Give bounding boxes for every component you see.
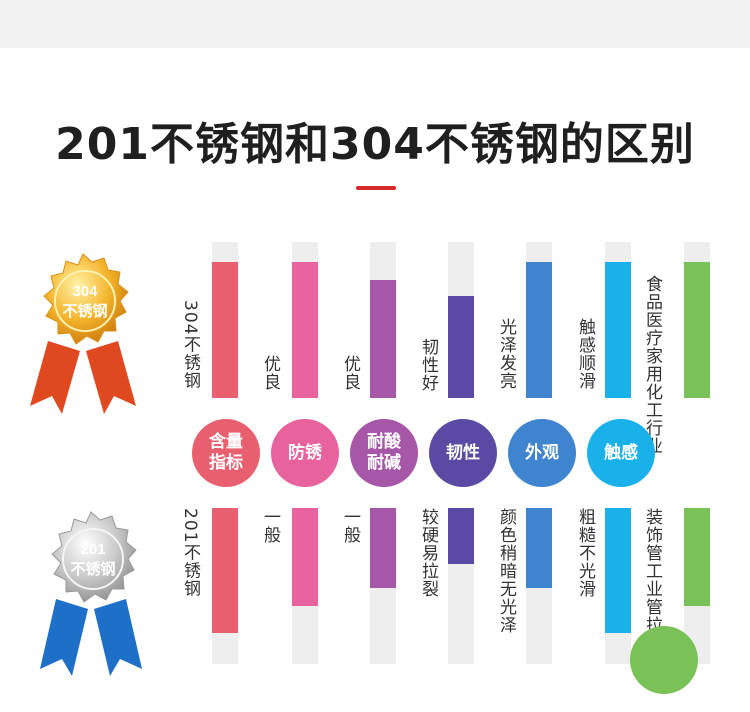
col7-top-fill (684, 262, 710, 398)
category-rust-resistance: 防锈 (271, 419, 339, 487)
col4-top-fill (448, 296, 474, 398)
col7-top-label: 食品医疗家用化工行业 (642, 275, 662, 455)
gold-medal-icon: 304 不锈钢 (30, 253, 136, 414)
category-content-index: 含量指标 (192, 419, 260, 487)
col1-top-fill (212, 262, 238, 398)
col3-bottom-fill (370, 508, 396, 588)
col1-top-label: 304不锈钢 (180, 300, 200, 390)
col2-top-label: 优良 (260, 355, 280, 391)
col4-top-label: 韧性好 (418, 338, 438, 392)
col7-bottom-label: 装饰管工业管拉伸制品 (642, 508, 662, 688)
col2-bottom-label: 一般 (260, 508, 280, 544)
silver-medal-line1: 201 (80, 541, 105, 558)
col5-bottom-label: 颜色稍暗无光泽 (496, 508, 516, 634)
col2-bottom-fill (292, 508, 318, 606)
top-bar (0, 0, 750, 48)
col6-top-fill (605, 262, 631, 398)
category-acid-alkali-resistance: 耐酸耐碱 (350, 419, 418, 487)
col7-bottom-fill (684, 508, 710, 606)
gold-medal-line1: 304 (72, 283, 98, 300)
page-title: 201不锈钢和304不锈钢的区别 (55, 119, 695, 170)
col1-bottom-label: 201不锈钢 (180, 508, 200, 598)
category-toughness: 韧性 (429, 419, 497, 487)
col6-bottom-fill (605, 508, 631, 633)
col4-bottom-fill (448, 508, 474, 564)
gold-medal-line2: 不锈钢 (62, 302, 107, 320)
col2-top-fill (292, 262, 318, 398)
title-underline (356, 186, 396, 190)
category-appearance: 外观 (508, 419, 576, 487)
col6-top-label: 触感顺滑 (575, 318, 595, 390)
col5-bottom-fill (526, 508, 552, 588)
col5-top-fill (526, 262, 552, 398)
category-touch: 触感 (587, 419, 655, 487)
col4-bottom-label: 较硬易拉裂 (418, 508, 438, 598)
col1-bottom-fill (212, 508, 238, 633)
silver-medal-icon: 201 不锈钢 (40, 511, 142, 676)
decorative-dot (630, 626, 698, 694)
col3-bottom-label: 一般 (340, 508, 360, 544)
col3-top-label: 优良 (340, 355, 360, 391)
col6-bottom-label: 粗糙不光滑 (575, 508, 595, 598)
col5-top-label: 光泽发亮 (496, 318, 516, 390)
silver-medal-line2: 不锈钢 (70, 560, 115, 578)
col3-top-fill (370, 280, 396, 398)
